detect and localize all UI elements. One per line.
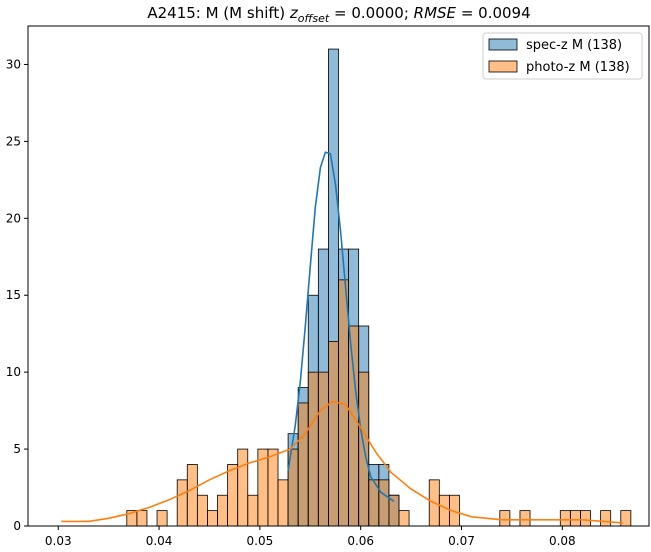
photo-bar-2 — [156, 510, 168, 527]
photo-bar-8 — [227, 464, 239, 527]
photo-bar-10 — [247, 494, 259, 527]
spec-kde-line — [287, 151, 395, 503]
legend: spec-z M (138) photo-z M (138) — [482, 32, 643, 80]
kde-curves — [61, 151, 623, 524]
photo-bar-34 — [600, 510, 612, 527]
photo-bar-12 — [267, 448, 279, 527]
photo-bar-23 — [378, 479, 390, 527]
photo-bar-1 — [136, 510, 148, 527]
photo-bar-16 — [307, 371, 319, 527]
axes-frame — [27, 25, 650, 527]
photo-bar-20 — [348, 325, 360, 527]
legend-box — [482, 32, 643, 80]
photo-bar-27 — [438, 494, 450, 527]
y-tick-label-4: 20 — [6, 211, 21, 225]
photo-bar-33 — [580, 510, 591, 527]
photo-bar-29 — [499, 510, 511, 527]
x-tick-label-5: 0.08 — [549, 534, 576, 548]
x-tick-label-2: 0.05 — [247, 534, 274, 548]
y-tick-label-2: 10 — [6, 365, 21, 379]
photo-bar-32 — [569, 510, 581, 527]
photo-bar-25 — [398, 510, 410, 527]
photo-bar-15 — [297, 402, 309, 527]
chart-title: A2415: M (M shift) zoffset = 0.0000; RMS… — [147, 4, 530, 25]
x-tick-label-0: 0.03 — [45, 534, 72, 548]
x-axis: 0.03 0.04 0.05 0.06 0.07 0.08 — [45, 526, 576, 548]
legend-swatch-photo — [488, 60, 518, 73]
y-axis: 0 5 10 15 20 25 30 — [6, 57, 28, 533]
legend-label-photo: photo-z M (138) — [526, 60, 630, 75]
photo-bar-4 — [186, 464, 198, 527]
photo-bar-13 — [277, 479, 289, 527]
y-tick-label-0: 0 — [13, 519, 21, 533]
legend-swatch-spec — [488, 38, 518, 51]
photo-bar-7 — [217, 494, 229, 527]
photo-bar-30 — [519, 510, 531, 527]
photo-bar-18 — [328, 340, 339, 527]
photo-bar-17 — [317, 371, 329, 527]
x-tick-label-1: 0.04 — [146, 534, 173, 548]
photo-bar-6 — [207, 510, 218, 527]
photo-bar-9 — [237, 448, 249, 527]
y-tick-label-1: 5 — [13, 442, 21, 456]
y-tick-label-6: 30 — [6, 57, 21, 71]
photo-kde-line — [61, 400, 623, 524]
y-tick-label-3: 15 — [6, 288, 21, 302]
photo-bar-5 — [196, 494, 208, 527]
photo-bar-3 — [176, 479, 188, 527]
photo-bar-31 — [559, 510, 571, 527]
legend-label-spec: spec-z M (138) — [526, 38, 622, 53]
x-tick-label-3: 0.06 — [347, 534, 374, 548]
y-tick-label-5: 25 — [6, 134, 21, 148]
photo-bar-35 — [620, 510, 632, 527]
x-tick-label-4: 0.07 — [448, 534, 475, 548]
